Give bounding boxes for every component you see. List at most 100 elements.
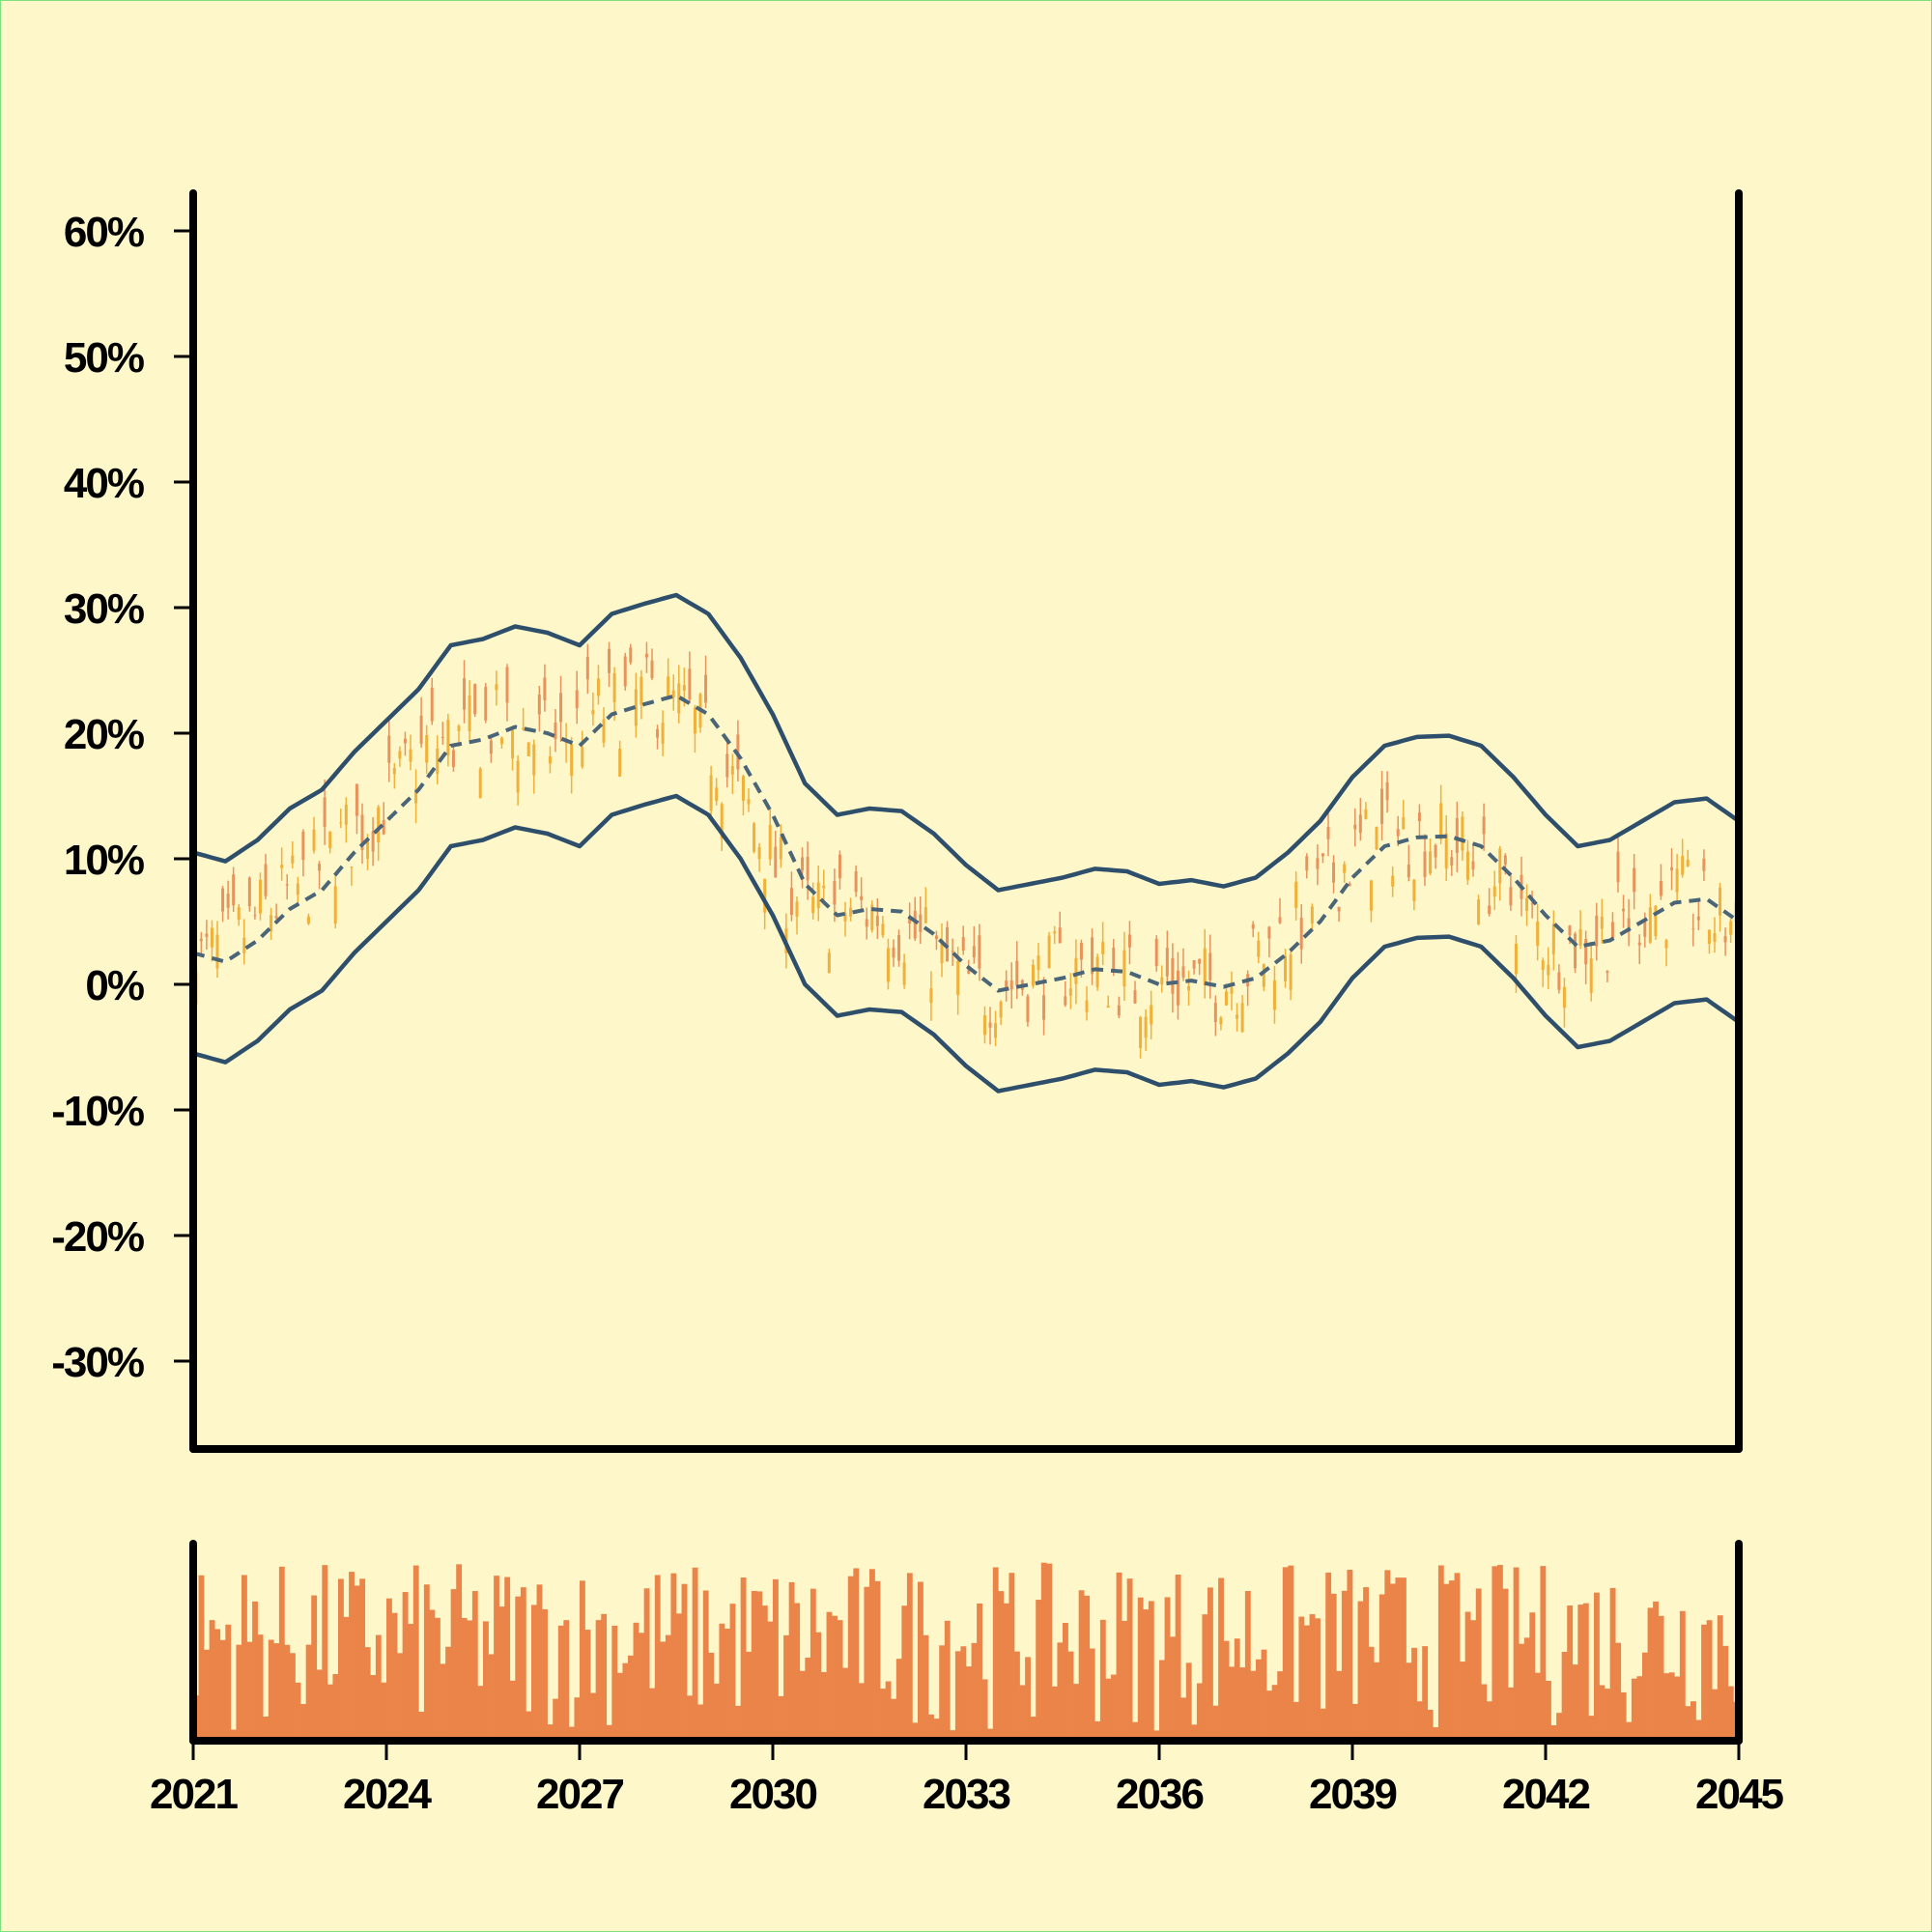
- volume-bar: [1196, 1683, 1203, 1741]
- x-tick-label: 2027: [536, 1771, 623, 1818]
- candle-body: [457, 725, 461, 731]
- volume-bar: [1449, 1580, 1455, 1741]
- candle-body: [1578, 928, 1582, 947]
- volume-bar: [960, 1646, 967, 1741]
- volume-bar: [783, 1634, 789, 1741]
- candle-body: [516, 760, 520, 793]
- volume-bar: [901, 1605, 908, 1741]
- candle-body: [382, 819, 385, 835]
- volume-bar: [1148, 1601, 1154, 1741]
- candle-body: [1402, 816, 1406, 830]
- candle-body: [312, 829, 316, 851]
- volume-bar: [477, 1686, 484, 1741]
- candle-body: [908, 917, 912, 924]
- volume-bar: [1523, 1637, 1530, 1741]
- volume-bar: [1529, 1612, 1536, 1741]
- volume-bar: [885, 1681, 892, 1741]
- volume-bar: [1218, 1577, 1224, 1741]
- volume-bar: [1594, 1592, 1600, 1741]
- volume-bar: [746, 1651, 753, 1741]
- volume-bar: [230, 1729, 237, 1741]
- volume-bar: [992, 1567, 999, 1741]
- volume-bar: [874, 1580, 881, 1741]
- candlesticks: [194, 641, 1738, 1059]
- candle-body: [430, 687, 434, 722]
- candle-body: [875, 916, 879, 926]
- candle-body: [242, 937, 246, 953]
- volume-bar: [1282, 1567, 1289, 1741]
- volume-bar: [209, 1620, 215, 1741]
- candle-body: [919, 914, 923, 932]
- volume-bar: [1631, 1678, 1637, 1741]
- volume-bar: [665, 1634, 671, 1741]
- x-tick-label: 2033: [923, 1771, 1009, 1818]
- volume-bar: [1009, 1573, 1015, 1741]
- volume-bar: [1191, 1724, 1198, 1741]
- volume-bar: [1202, 1614, 1208, 1741]
- candle-body: [387, 735, 391, 763]
- volume-bar: [418, 1711, 425, 1741]
- volume-bar: [1588, 1716, 1595, 1741]
- volume-bar: [408, 1624, 414, 1741]
- volume-bar: [536, 1584, 543, 1741]
- volume-bar: [1170, 1636, 1176, 1741]
- candle-body: [881, 923, 885, 936]
- volume-bar: [338, 1578, 344, 1741]
- candle-body: [741, 776, 745, 801]
- volume-bar: [649, 1688, 656, 1741]
- candle-body: [1213, 1003, 1217, 1022]
- volume-bar: [1572, 1664, 1578, 1741]
- volume-bar: [918, 1581, 923, 1741]
- volume-bar: [810, 1588, 816, 1741]
- volume-bar: [488, 1654, 495, 1741]
- candle-body: [1117, 1005, 1121, 1016]
- volume-bar: [1030, 1717, 1037, 1741]
- candle-body: [1257, 940, 1261, 957]
- volume-bar: [467, 1620, 473, 1741]
- candle-body: [511, 729, 515, 759]
- candle-body: [1670, 867, 1674, 871]
- candle-body: [1723, 935, 1727, 943]
- candle-body: [489, 740, 493, 754]
- volume-bar: [1508, 1687, 1514, 1741]
- volume-bar: [1357, 1601, 1364, 1741]
- candle-body: [1574, 933, 1577, 969]
- candle-body: [425, 735, 429, 763]
- candle-body: [1289, 954, 1293, 990]
- volume-bar: [531, 1605, 537, 1741]
- candle-body: [1536, 921, 1540, 947]
- volume-bar: [1212, 1705, 1219, 1741]
- volume-bar: [1540, 1566, 1547, 1741]
- volume-bar: [1674, 1676, 1681, 1741]
- volume-bar: [1695, 1719, 1702, 1741]
- volume-bar: [590, 1692, 596, 1741]
- candle-body: [1423, 851, 1427, 877]
- volume-bar: [1244, 1591, 1251, 1741]
- y-tick-label: 60%: [64, 209, 144, 256]
- volume-bar: [198, 1575, 205, 1741]
- candle-body: [688, 668, 692, 700]
- candle-body: [1284, 955, 1288, 981]
- candle-body: [1455, 817, 1459, 854]
- candle-body: [1375, 826, 1378, 850]
- candle-body: [1230, 987, 1234, 994]
- volume-bar: [670, 1573, 677, 1741]
- candle-body: [1696, 916, 1700, 921]
- candle-body: [618, 749, 622, 777]
- volume-bar: [1084, 1595, 1091, 1741]
- candle-body: [801, 857, 805, 871]
- volume-bar: [1078, 1590, 1085, 1741]
- volume-bar: [1561, 1652, 1568, 1741]
- volume-bar: [1309, 1614, 1316, 1741]
- candle-body: [581, 747, 584, 767]
- candle-body: [1053, 931, 1057, 934]
- volume-bar: [702, 1590, 709, 1741]
- volume-bar: [504, 1577, 511, 1741]
- candle-body: [1568, 925, 1572, 936]
- volume-bar: [1605, 1689, 1610, 1741]
- candle-body: [1364, 809, 1368, 819]
- volume-bar: [1185, 1662, 1192, 1741]
- volume-bar: [1460, 1662, 1465, 1741]
- volume-bar: [1067, 1651, 1074, 1741]
- volume-bar: [1304, 1625, 1310, 1741]
